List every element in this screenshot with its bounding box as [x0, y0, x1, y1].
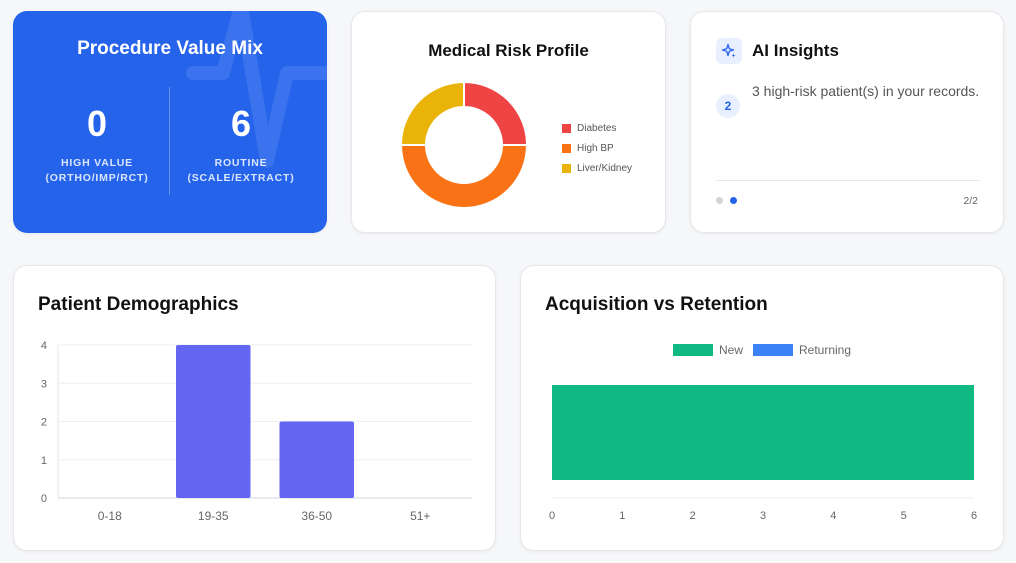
- routine-label: ROUTINE: [214, 157, 268, 169]
- legend-label-diabetes: Diabetes: [577, 122, 617, 134]
- y-tick-label: 1: [41, 455, 47, 467]
- bar-19-35[interactable]: [175, 345, 251, 498]
- routine-sublabel: (SCALE/EXTRACT): [187, 172, 295, 184]
- x-tick-label: 36-50: [301, 509, 332, 523]
- stat-divider: [169, 87, 170, 195]
- insights-title: AI Insights: [752, 41, 839, 60]
- bar-new[interactable]: [552, 385, 974, 480]
- donut-slice-high-bp[interactable]: [399, 144, 529, 209]
- legend-item-high-bp[interactable]: High BP: [562, 138, 632, 158]
- demographics-title: Patient Demographics: [38, 294, 239, 315]
- risk-title: Medical Risk Profile: [428, 41, 589, 60]
- legend-swatch-returning[interactable]: [753, 344, 793, 356]
- x-tick-label: 51+: [410, 509, 430, 523]
- legend-label-liver-kidney: Liver/Kidney: [577, 162, 633, 174]
- acquisition-title: Acquisition vs Retention: [545, 294, 768, 315]
- y-tick-label: 0: [41, 493, 47, 505]
- y-tick-label: 3: [41, 378, 47, 390]
- legend-swatch-new[interactable]: [673, 344, 713, 356]
- procedure-title: Procedure Value Mix: [77, 38, 263, 59]
- procedure-value-card: Procedure Value Mix 0 HIGH VALUE (ORTHO/…: [13, 11, 327, 233]
- x-tick-label: 4: [830, 510, 836, 522]
- patient-demographics-card: 0 1 2 3 4 0-18 19-35 36-50 51+ Patient Demograph…: [13, 265, 496, 551]
- routine-count: 6: [230, 103, 252, 144]
- legend-label-new: New: [719, 343, 743, 357]
- ai-insights-card: AI Insights 2 3 high-risk patient(s) in …: [690, 11, 1004, 233]
- legend-swatch-diabetes: [562, 123, 571, 133]
- pulse-watermark-icon: [186, 11, 327, 168]
- x-tick-label: 19-35: [198, 509, 229, 523]
- high-value-count: 0: [86, 103, 108, 144]
- demographics-bar-chart: 0 1 2 3 4 0-18 19-35 36-50 51+: [41, 340, 472, 523]
- x-tick-label: 6: [971, 510, 977, 522]
- legend-swatch-liver-kidney: [562, 163, 571, 173]
- donut-slice-liver-kidney[interactable]: [399, 80, 465, 146]
- y-tick-label: 2: [41, 417, 47, 429]
- acquisition-retention-card: 0 1 2 3 4 5 6 New Returning Acquisition vs Reten…: [520, 265, 1004, 551]
- x-tick-label: 0: [549, 510, 555, 522]
- x-tick-label: 3: [760, 510, 766, 522]
- insight-count-badge: 2: [716, 94, 740, 118]
- risk-legend: Diabetes High BP Liver/Kidney: [562, 118, 632, 178]
- legend-label-high-bp: High BP: [577, 142, 614, 154]
- x-tick-label: 0-18: [98, 509, 122, 523]
- legend-item-liver-kidney[interactable]: Liver/Kidney: [562, 158, 632, 178]
- x-tick-label: 1: [619, 510, 625, 522]
- donut-slice-diabetes[interactable]: [463, 80, 529, 146]
- medical-risk-card: Medical Risk Profile Diabetes High BP Li…: [351, 11, 666, 233]
- insight-text: 3 high-risk patient(s) in your records.: [752, 83, 980, 99]
- legend-item-diabetes[interactable]: Diabetes: [562, 118, 632, 138]
- bar-36-50[interactable]: [279, 421, 355, 499]
- sparkle-icon: [716, 38, 742, 64]
- high-value-stat: 0 HIGH VALUE (ORTHO/IMP/RCT): [19, 106, 175, 186]
- pager-dot-2[interactable]: [730, 197, 737, 204]
- pager-dot-1[interactable]: [716, 197, 723, 204]
- high-value-sublabel: (ORTHO/IMP/RCT): [45, 172, 149, 184]
- legend-label-returning: Returning: [799, 343, 851, 357]
- risk-donut-chart: [399, 80, 529, 209]
- routine-stat: 6 ROUTINE (SCALE/EXTRACT): [163, 106, 319, 186]
- insights-divider: [716, 180, 980, 181]
- x-tick-label: 2: [690, 510, 696, 522]
- x-tick-label: 5: [901, 510, 907, 522]
- y-tick-label: 4: [41, 340, 47, 352]
- legend-swatch-high-bp: [562, 143, 571, 153]
- acquisition-bar-chart: 0 1 2 3 4 5 6 New Returning: [549, 343, 977, 522]
- high-value-label: HIGH VALUE: [61, 157, 133, 169]
- insights-pager: 2/2: [963, 195, 978, 207]
